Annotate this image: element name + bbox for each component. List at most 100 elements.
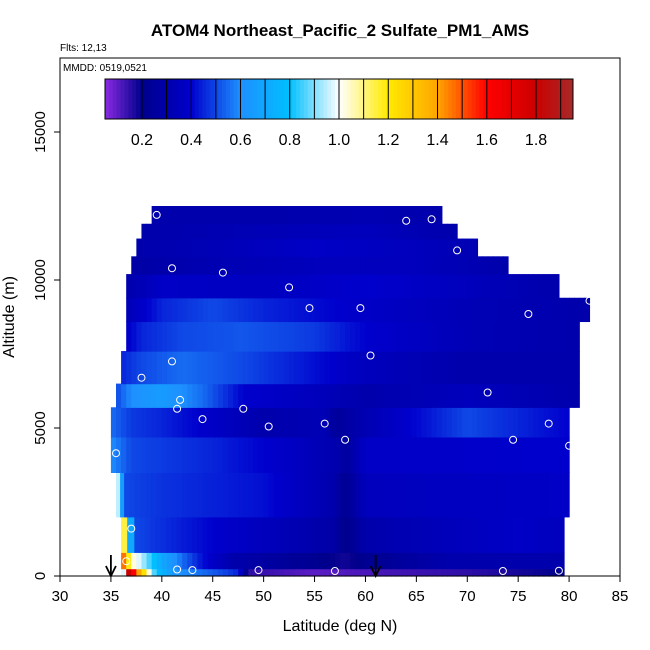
colorbar-tick-label: 0.4 bbox=[180, 132, 202, 149]
heatmap-cell bbox=[340, 206, 346, 225]
heatmap-cell bbox=[380, 206, 387, 225]
heatmap-cell bbox=[502, 321, 509, 352]
colorbar-segment bbox=[463, 79, 469, 119]
colorbar-segment bbox=[327, 79, 332, 119]
heatmap-cell bbox=[390, 206, 397, 225]
heatmap-cell bbox=[248, 436, 255, 473]
heatmap-cell bbox=[177, 568, 183, 577]
heatmap-cell bbox=[324, 223, 331, 240]
heatmap-cell bbox=[141, 274, 148, 299]
heatmap-cell bbox=[253, 321, 260, 352]
heatmap-cell bbox=[324, 351, 331, 385]
heatmap-cell bbox=[151, 383, 158, 408]
heatmap-cell bbox=[340, 321, 346, 352]
heatmap-cell bbox=[462, 383, 468, 408]
heatmap-cell bbox=[176, 516, 182, 553]
heatmap-cell bbox=[126, 383, 132, 408]
heatmap-cell bbox=[197, 256, 204, 275]
heatmap-cell bbox=[202, 274, 209, 299]
colorbar-segment bbox=[561, 79, 566, 119]
heatmap-cell bbox=[192, 436, 199, 473]
heatmap-cell bbox=[401, 223, 407, 240]
heatmap-cell bbox=[390, 351, 397, 385]
heatmap-cell bbox=[411, 552, 417, 570]
heatmap-cell bbox=[202, 436, 209, 473]
sample-point bbox=[122, 557, 131, 566]
heatmap-cell bbox=[533, 297, 540, 323]
heatmap-cell bbox=[370, 274, 377, 299]
heatmap-cell bbox=[533, 407, 540, 438]
heatmap-cell bbox=[304, 472, 311, 518]
heatmap-cell bbox=[334, 552, 341, 570]
heatmap-cell bbox=[131, 351, 137, 385]
heatmap-cell bbox=[436, 407, 443, 438]
heatmap-cell bbox=[289, 516, 295, 553]
colorbar-tick-label: 1.2 bbox=[377, 132, 399, 149]
heatmap-cell bbox=[121, 552, 127, 570]
colorbar-segment bbox=[475, 79, 480, 119]
heatmap-cell bbox=[309, 516, 316, 553]
heatmap-cell bbox=[166, 552, 173, 570]
heatmap-cell bbox=[329, 383, 336, 408]
heatmap-cell bbox=[497, 351, 504, 385]
heatmap-cell bbox=[273, 297, 280, 323]
heatmap-cell bbox=[426, 407, 433, 438]
heatmap-cell bbox=[258, 516, 265, 553]
x-tick-label: 80 bbox=[561, 588, 578, 605]
heatmap-cell bbox=[396, 256, 402, 275]
colorbar-segment bbox=[553, 79, 558, 119]
heatmap-cell bbox=[431, 351, 438, 385]
heatmap-cell bbox=[222, 383, 229, 408]
heatmap-cell bbox=[217, 256, 224, 275]
heatmap-cell bbox=[564, 383, 570, 408]
heatmap-cell bbox=[187, 351, 193, 385]
heatmap-cell bbox=[487, 552, 494, 570]
heatmap-cell bbox=[299, 297, 305, 323]
heatmap-cell bbox=[528, 516, 535, 553]
heatmap-cell bbox=[187, 238, 193, 257]
heatmap-cell bbox=[492, 297, 499, 323]
heatmap-cell bbox=[304, 238, 311, 257]
heatmap-cell bbox=[340, 472, 346, 518]
heatmap-cell bbox=[543, 552, 550, 570]
heatmap-cell bbox=[131, 436, 137, 473]
heatmap-cell bbox=[533, 321, 540, 352]
heatmap-cell bbox=[136, 297, 143, 323]
heatmap-cell bbox=[156, 238, 163, 257]
heatmap-cell bbox=[314, 516, 321, 553]
heatmap-cell bbox=[294, 274, 300, 299]
heatmap-cell bbox=[294, 223, 300, 240]
heatmap-cell bbox=[136, 238, 143, 257]
heatmap-cell bbox=[401, 297, 407, 323]
heatmap-cell bbox=[156, 436, 163, 473]
heatmap-cell bbox=[324, 206, 331, 225]
heatmap-cell bbox=[207, 351, 214, 385]
heatmap-cell bbox=[396, 238, 402, 257]
heatmap-cell bbox=[574, 383, 580, 408]
colorbar-segment bbox=[541, 79, 547, 119]
colorbar-segment bbox=[471, 79, 476, 119]
heatmap-cell bbox=[502, 472, 509, 518]
heatmap-cell bbox=[380, 238, 387, 257]
heatmap-cell bbox=[294, 472, 300, 518]
heatmap-cell bbox=[365, 274, 372, 299]
heatmap-cell bbox=[202, 568, 209, 577]
heatmap-cell bbox=[365, 238, 372, 257]
heatmap-cell bbox=[289, 256, 295, 275]
heatmap-cell bbox=[263, 436, 270, 473]
heatmap-cell bbox=[324, 256, 331, 275]
heatmap-cell bbox=[385, 436, 392, 473]
heatmap-cell bbox=[222, 238, 229, 257]
heatmap-cell bbox=[340, 256, 346, 275]
heatmap-cell bbox=[284, 568, 290, 577]
heatmap-cell bbox=[289, 472, 295, 518]
heatmap-cell bbox=[243, 436, 249, 473]
heatmap-cell bbox=[151, 472, 158, 518]
heatmap-cell bbox=[416, 407, 423, 438]
heatmap-cell bbox=[462, 256, 468, 275]
colorbar-segment bbox=[284, 79, 289, 119]
heatmap-cell bbox=[263, 274, 270, 299]
heatmap-cell bbox=[309, 552, 316, 570]
heatmap-cell bbox=[263, 256, 270, 275]
heatmap-cell bbox=[182, 351, 188, 385]
